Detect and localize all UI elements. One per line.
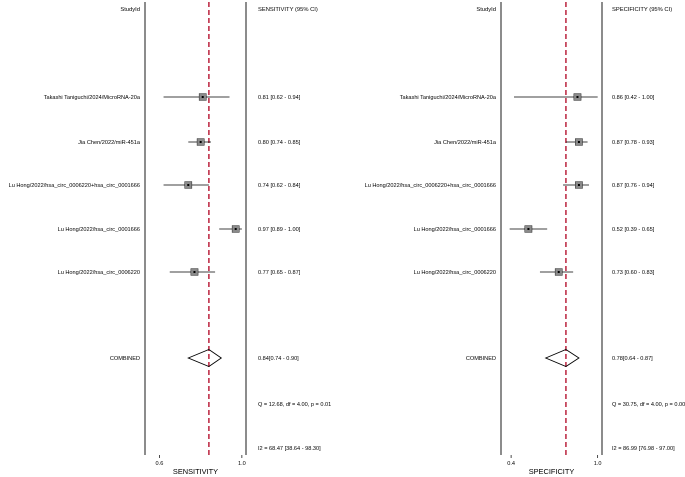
study-ci-text: 0.86 [0.42 - 1.00] [612,95,655,101]
study-ci-text: 0.52 [0.39 - 0.65] [612,227,655,233]
study-id-header: StudyId [120,7,140,13]
study-point-center [187,184,190,186]
study-ci-text: 0.74 [0.62 - 0.84] [258,183,301,189]
study-point-center [577,141,580,143]
study-point-center [234,228,237,230]
study-point-center [557,271,560,273]
forest-panel-sensitivity: StudyId SENSITIVITY (95% CI) Takashi Tanig… [9,2,331,476]
ci-column-header: SENSITIVITY (95% CI) [258,7,318,13]
x-axis-title: SPECIFICITY [529,467,575,476]
study-label: Lu Hong/2022/hsa_circ_0006220+hsa_circ_0… [365,183,496,189]
study-ci-text: 0.73 [0.60 - 0.83] [612,270,655,276]
heterogeneity-q-text: Q = 30.75, df = 4.00, p = 0.00 [612,402,685,408]
x-tick-label: 0.6 [156,461,164,467]
combined-ci-text: 0.84[0.74 - 0.90] [258,356,299,362]
study-ci-text: 0.80 [0.74 - 0.85] [258,140,301,146]
study-ci-text: 0.87 [0.78 - 0.93] [612,140,655,146]
ci-column-header: SPECIFICITY (95% CI) [612,7,672,13]
heterogeneity-i2-text: I2 = 86.99 [76.98 - 97.00] [612,446,675,452]
x-tick-label: 1.0 [238,461,246,467]
heterogeneity-q-text: Q = 12.68, df = 4.00, p = 0.01 [258,402,331,408]
study-point-center [527,228,530,230]
study-ci-text: 0.77 [0.65 - 0.87] [258,270,301,276]
study-label: Jia Chen/2022/miR-451a [78,140,141,146]
x-axis-title: SENSITIVITY [173,467,218,476]
study-label: Lu Hong/2022/hsa_circ_0001666 [58,227,140,233]
study-point-center [193,271,196,273]
study-label: Takashi Taniguchi/2024/MicroRNA-20a [44,95,141,101]
study-label: Takashi Taniguchi/2024/MicroRNA-20a [400,95,497,101]
combined-ci-text: 0.78[0.64 - 0.87] [612,356,653,362]
study-point-center [201,96,204,98]
combined-diamond [544,348,580,368]
combined-label: COMBINED [466,356,496,362]
study-ci-text: 0.81 [0.62 - 0.94] [258,95,301,101]
x-tick-label: 0.4 [507,461,515,467]
study-id-header: StudyId [476,7,496,13]
x-tick-label: 1.0 [594,461,602,467]
heterogeneity-i2-text: I2 = 68.47 [38.64 - 98.30] [258,446,321,452]
combined-diamond [187,348,223,368]
study-label: Lu Hong/2022/hsa_circ_0006220+hsa_circ_0… [9,183,140,189]
study-point-center [576,96,579,98]
forest-panel-specificity: StudyId SPECIFICITY (95% CI) Takashi Tanig… [365,2,685,476]
study-ci-text: 0.87 [0.76 - 0.94] [612,183,655,189]
study-ci-text: 0.97 [0.89 - 1.00] [258,227,301,233]
study-label: Lu Hong/2022/hsa_circ_0006220 [414,270,496,276]
study-point-center [577,184,580,186]
study-label: Jia Chen/2022/miR-451a [434,140,497,146]
study-label: Lu Hong/2022/hsa_circ_0001666 [414,227,496,233]
study-point-center [199,141,202,143]
combined-label: COMBINED [110,356,140,362]
study-label: Lu Hong/2022/hsa_circ_0006220 [58,270,140,276]
